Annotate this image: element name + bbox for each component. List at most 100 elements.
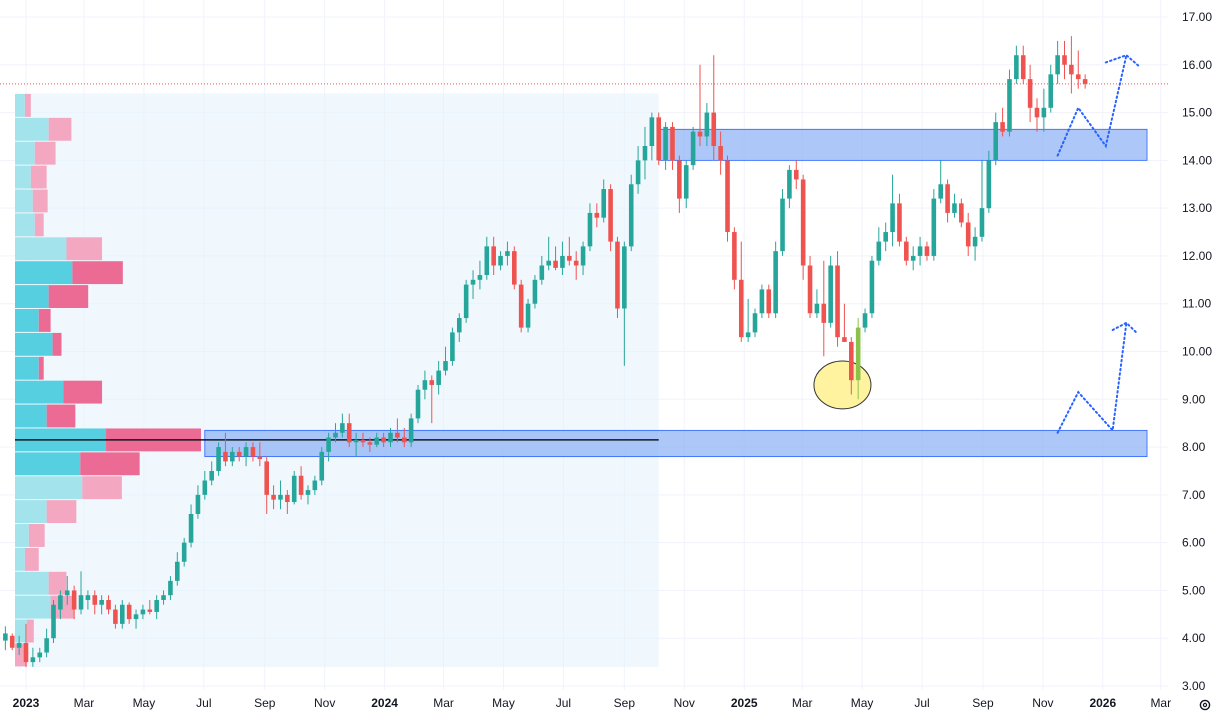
candle-body [890, 203, 895, 233]
candle [298, 466, 304, 500]
candle-body [491, 246, 496, 266]
candle-body [759, 289, 765, 314]
candle [147, 599, 153, 615]
candle [1062, 40, 1067, 80]
candle [161, 590, 166, 605]
vp-row-down [80, 452, 140, 476]
candle-body [415, 389, 421, 419]
vp-row-down [46, 404, 76, 428]
candle-body [532, 279, 538, 304]
x-tick-label: Jul [196, 696, 211, 710]
candle [3, 626, 8, 651]
candle-body [1000, 122, 1005, 132]
candle-body [656, 117, 662, 161]
candle-body [766, 289, 772, 314]
candle [1048, 64, 1054, 113]
candle-body [333, 432, 338, 438]
candle-body [99, 599, 104, 605]
candle-body [16, 642, 22, 648]
candle-body [697, 131, 703, 137]
candle-body [456, 318, 462, 333]
vp-row-down [34, 141, 56, 165]
candle-body [965, 222, 971, 247]
candle [587, 203, 593, 252]
candle-body [979, 208, 985, 237]
candle [773, 241, 778, 319]
candle-body [1014, 55, 1019, 80]
y-tick-label: 12.00 [1182, 249, 1212, 263]
candle [463, 279, 469, 323]
candle-body [601, 189, 607, 218]
candle [532, 275, 538, 309]
candle [456, 313, 462, 342]
x-tick-label: 2023 [13, 696, 40, 710]
candle [807, 255, 813, 319]
candle-body [683, 165, 689, 199]
candle-body [119, 604, 125, 624]
candle [168, 576, 173, 600]
candle-body [58, 595, 63, 610]
candle [319, 447, 325, 486]
projected-path-2 [1056, 321, 1128, 434]
candle-body [842, 337, 847, 342]
candle-body [1048, 74, 1054, 108]
vp-row-down [48, 117, 72, 141]
candle-body [986, 160, 992, 209]
candle [346, 413, 352, 448]
candle [188, 504, 194, 548]
candle-body [670, 126, 675, 161]
candle-body [236, 451, 242, 457]
candle-body [910, 255, 916, 261]
candle-body [814, 303, 820, 314]
volume-profile-range [15, 93, 659, 667]
candle [766, 284, 772, 319]
candle [931, 189, 937, 261]
candle [1041, 88, 1047, 132]
highlight [813, 360, 872, 410]
volume-profile [15, 93, 659, 667]
candle-body [113, 609, 118, 624]
candle-body [175, 561, 180, 581]
gear-icon[interactable] [1196, 697, 1214, 713]
candle [711, 55, 717, 161]
candle-body [161, 595, 166, 600]
candle [649, 112, 655, 161]
x-tick-label: Sep [972, 696, 994, 710]
candle [601, 179, 607, 223]
candle-body [924, 246, 930, 256]
candle-body [326, 437, 331, 452]
candle [622, 241, 627, 366]
candle-body [745, 332, 751, 338]
candle [1007, 69, 1012, 137]
candle [938, 160, 944, 204]
candle [92, 590, 98, 615]
candle-body [642, 146, 648, 161]
candle-body [140, 609, 146, 615]
candle [140, 604, 146, 620]
candle [690, 126, 696, 170]
candle-body [718, 146, 723, 161]
candle [642, 126, 648, 180]
candle-body [298, 475, 304, 495]
candle [567, 236, 572, 266]
candle-body [443, 361, 448, 371]
candle [422, 370, 428, 400]
vp-row-down [15, 643, 27, 667]
candle [291, 470, 297, 505]
candle [683, 160, 689, 209]
candle [113, 604, 118, 629]
x-tick-label: Nov [674, 696, 695, 710]
y-tick-label: 11.00 [1182, 297, 1211, 311]
candle [1020, 45, 1026, 84]
candle-body [305, 490, 311, 495]
candle [436, 361, 441, 395]
candle-body [353, 439, 359, 443]
candle [1034, 98, 1040, 132]
candle [30, 647, 36, 667]
candle-body [704, 112, 710, 137]
vp-row-up [15, 213, 35, 237]
x-tick-label: Nov [314, 696, 335, 710]
y-tick-label: 4.00 [1182, 631, 1206, 645]
candle-body [188, 513, 194, 543]
